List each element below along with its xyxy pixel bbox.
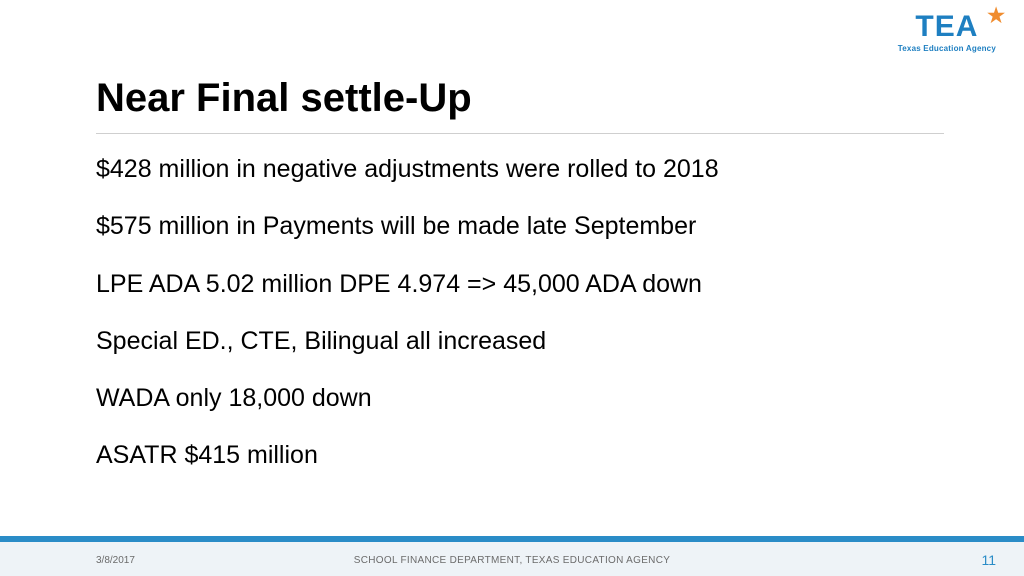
bullet-item: ASATR $415 million bbox=[96, 440, 944, 471]
slide: TEA ★ Texas Education Agency Near Final … bbox=[0, 0, 1024, 576]
bullet-item: Special ED., CTE, Bilingual all increase… bbox=[96, 326, 944, 357]
footer-page-number: 11 bbox=[981, 552, 996, 568]
bullet-list: $428 million in negative adjustments wer… bbox=[96, 154, 944, 472]
bullet-item: WADA only 18,000 down bbox=[96, 383, 944, 414]
content-area: Near Final settle-Up $428 million in neg… bbox=[96, 76, 944, 472]
bullet-item: $575 million in Payments will be made la… bbox=[96, 211, 944, 242]
logo-subtext: Texas Education Agency bbox=[898, 44, 996, 53]
bullet-item: LPE ADA 5.02 million DPE 4.974 => 45,000… bbox=[96, 269, 944, 300]
logo: TEA ★ Texas Education Agency bbox=[898, 12, 996, 53]
footer-center-text: SCHOOL FINANCE DEPARTMENT, TEXAS EDUCATI… bbox=[0, 555, 1024, 566]
logo-text: TEA ★ bbox=[898, 12, 996, 42]
logo-main-text: TEA bbox=[915, 10, 978, 43]
star-icon: ★ bbox=[987, 6, 1006, 26]
page-title: Near Final settle-Up bbox=[96, 76, 944, 134]
bullet-item: $428 million in negative adjustments wer… bbox=[96, 154, 944, 185]
